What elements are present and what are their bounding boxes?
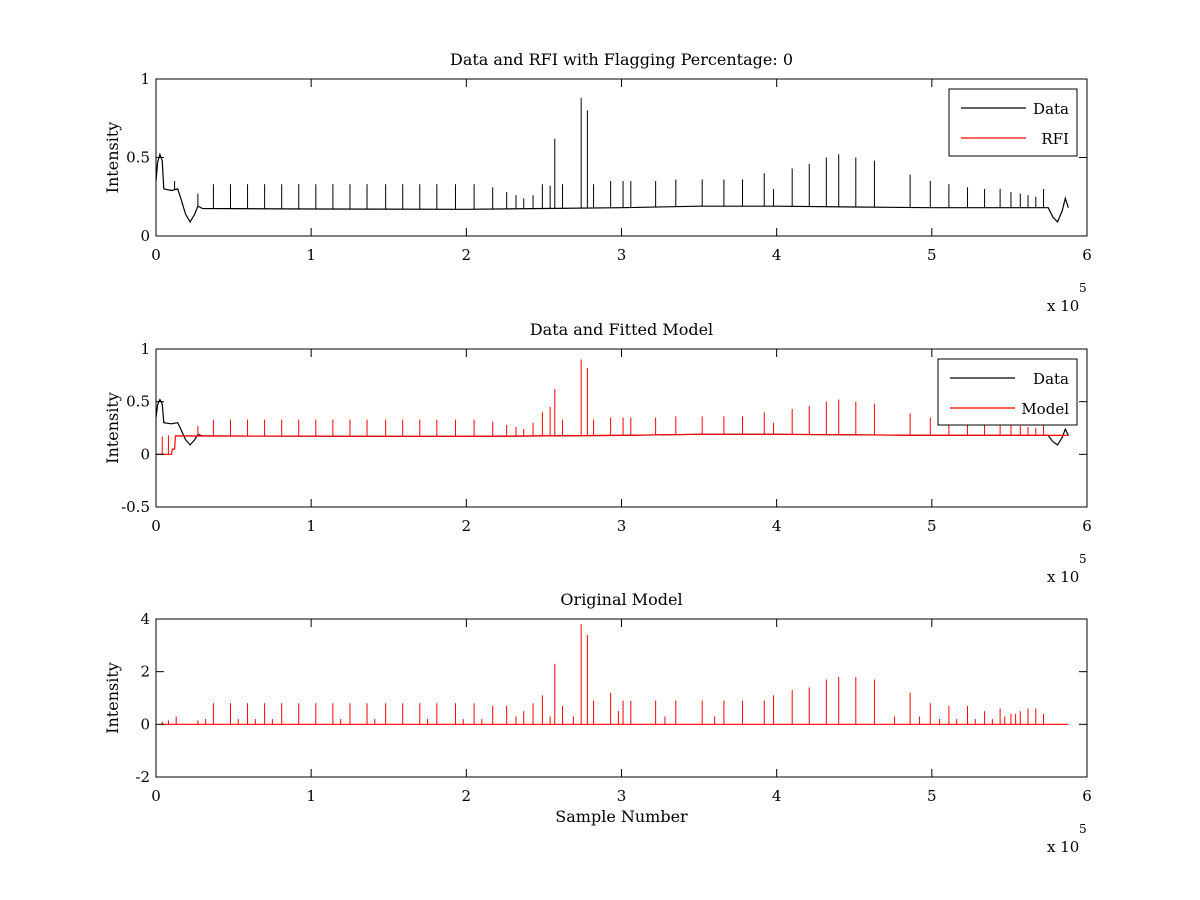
y-tick-label: 0: [140, 715, 150, 733]
series-line: [156, 433, 1069, 455]
y-tick-label: -0.5: [121, 498, 150, 516]
x-tick-label: 2: [462, 517, 472, 535]
x-tick-label: 1: [306, 517, 316, 535]
x-axis-label: Sample Number: [555, 807, 688, 826]
x-tick-label: 0: [151, 787, 161, 805]
x-tick-label: 6: [1082, 517, 1092, 535]
x-multiplier-exponent: 5: [1079, 281, 1087, 295]
series-line: [156, 152, 1069, 224]
legend-entry: Data: [1033, 100, 1069, 118]
x-multiplier-exponent: 5: [1079, 822, 1087, 836]
subplot-1: 0 1 2 3 4 5 6 0 0.5 1 Data and RFI with Flagging P…: [103, 50, 1092, 315]
x-tick-label: 0: [151, 246, 161, 264]
series-model: [160, 624, 1069, 725]
x-tick-label: 4: [772, 517, 782, 535]
x-tick-label: 1: [306, 246, 316, 264]
plot-area: [156, 97, 1069, 224]
series-model: [156, 359, 1069, 455]
y-tick-label: 2: [140, 663, 150, 681]
x-tick-label: 6: [1082, 246, 1092, 264]
y-tick-label: 0: [140, 445, 150, 463]
y-axis-label: Intensity: [103, 392, 122, 464]
plot-area: [160, 624, 1069, 725]
x-tick-label: 4: [772, 787, 782, 805]
y-tick-label: 0.5: [126, 149, 150, 167]
x-tick-label: 5: [927, 246, 937, 264]
x-multiplier: x 10: [1047, 838, 1079, 856]
legend-box: [948, 88, 1078, 157]
chart-title: Data and RFI with Flagging Percentage: 0: [450, 50, 793, 69]
x-tick-label: 3: [617, 246, 627, 264]
chart-title: Original Model: [560, 590, 682, 609]
chart-title: Data and Fitted Model: [530, 320, 713, 339]
x-tick-label: 0: [151, 517, 161, 535]
x-tick-label: 6: [1082, 787, 1092, 805]
y-tick-label: 0: [140, 227, 150, 245]
legend-entry: Model: [1021, 400, 1069, 418]
x-tick-label: 3: [617, 517, 627, 535]
series-data: [156, 97, 1069, 224]
x-multiplier: x 10: [1047, 297, 1079, 315]
y-tick-label: -2: [135, 768, 150, 786]
y-tick-label: 1: [140, 340, 150, 358]
plot-area: [156, 359, 1069, 455]
x-multiplier-exponent: 5: [1079, 552, 1087, 566]
x-tick-label: 4: [772, 246, 782, 264]
x-tick-label: 5: [927, 787, 937, 805]
y-tick-label: 0.5: [126, 393, 150, 411]
x-tick-label: 1: [306, 787, 316, 805]
legend-box: [937, 358, 1078, 426]
legend-entry: Data: [1033, 370, 1069, 388]
x-multiplier: x 10: [1047, 568, 1079, 586]
legend: Data RFI: [948, 88, 1078, 157]
x-tick-label: 5: [927, 517, 937, 535]
legend-entry: RFI: [1041, 130, 1069, 148]
legend: Data Model: [937, 358, 1078, 426]
y-tick-label: 1: [140, 70, 150, 88]
x-tick-label: 2: [462, 246, 472, 264]
x-tick-label: 3: [617, 787, 627, 805]
y-axis-label: Intensity: [103, 122, 122, 194]
x-tick-label: 2: [462, 787, 472, 805]
y-tick-label: 4: [140, 610, 150, 628]
y-axis-label: Intensity: [103, 662, 122, 734]
